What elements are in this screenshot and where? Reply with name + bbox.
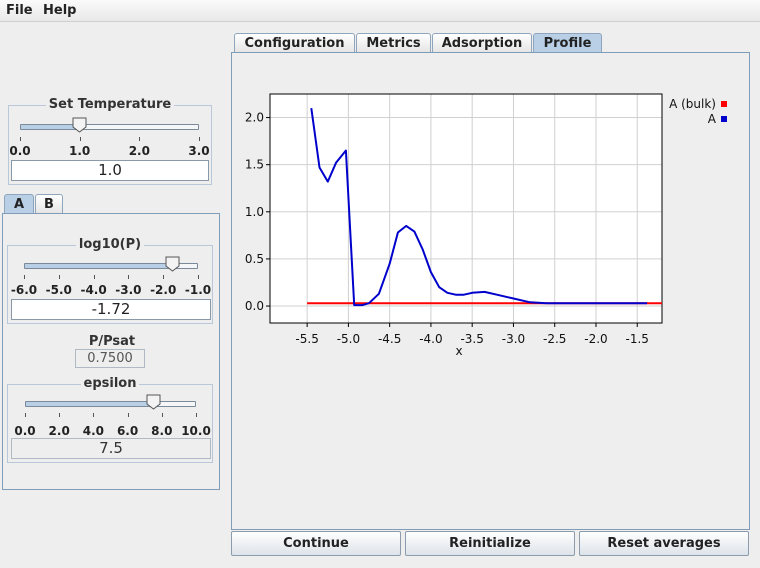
y-tick-label: 0.0 — [245, 299, 264, 313]
log10p-tick — [163, 275, 165, 279]
tab-metrics[interactable]: Metrics — [356, 33, 431, 53]
menu-bar: File Help — [0, 0, 760, 22]
log10p-tick-label: -5.0 — [45, 283, 72, 297]
log10p-tick — [24, 275, 25, 279]
legend-swatch — [721, 101, 727, 107]
x-tick-label: -3.0 — [502, 332, 525, 346]
log10p-tick-labels: -6.0 -5.0 -4.0 -3.0 -2.0 -1.0 — [11, 283, 211, 299]
epsilon-panel: epsilon 0.0 2.0 4.0 6.0 8.0 10.0 7.5 — [7, 376, 213, 463]
tab-profile[interactable]: Profile — [533, 33, 602, 53]
x-axis-label: x — [455, 344, 462, 358]
log10p-tick-label: -3.0 — [115, 283, 142, 297]
temperature-field[interactable]: 1.0 — [11, 160, 209, 181]
epsilon-tick — [93, 413, 95, 417]
menu-help[interactable]: Help — [43, 3, 77, 18]
epsilon-tick-label: 2.0 — [48, 424, 70, 438]
temperature-tick-label: 3.0 — [188, 144, 210, 158]
profile-panel: -5.5 -5.0 -4.5 -4.0 -3.5 -3.0 -2.5 -2.0 -1.5 0.0 0… — [231, 52, 750, 530]
log10p-tick-label: -4.0 — [80, 283, 107, 297]
continue-button[interactable]: Continue — [231, 531, 401, 556]
y-tick-label: 1.5 — [245, 158, 264, 172]
temperature-ticks — [20, 137, 200, 141]
reinitialize-button[interactable]: Reinitialize — [405, 531, 575, 556]
tab-species-a[interactable]: A — [4, 194, 34, 214]
legend-label: A (bulk) — [669, 97, 716, 111]
temperature-tick-labels: 0.0 1.0 2.0 3.0 — [9, 144, 209, 160]
temperature-tick — [139, 137, 141, 141]
ppsat-label: P/Psat — [88, 334, 136, 349]
log10p-tick-label: -6.0 — [10, 283, 38, 297]
temperature-slider-track[interactable] — [20, 124, 199, 130]
x-tick-label: -3.5 — [460, 332, 483, 346]
epsilon-tick — [127, 413, 129, 417]
series-line-a — [310, 107, 648, 307]
y-tick-label: 0.5 — [245, 252, 264, 266]
log10p-field[interactable]: -1.72 — [11, 299, 211, 320]
legend-label: A — [708, 112, 717, 126]
temperature-tick-label: 0.0 — [9, 144, 31, 158]
log10p-ticks — [24, 275, 199, 279]
temperature-slider-thumb[interactable] — [72, 117, 87, 133]
reset-averages-button[interactable]: Reset averages — [579, 531, 749, 556]
x-tick-label: -2.5 — [543, 332, 566, 346]
x-tick-label: -4.5 — [378, 332, 401, 346]
temperature-tick — [79, 137, 81, 141]
log10p-tick — [58, 275, 60, 279]
temperature-tick-label: 2.0 — [128, 144, 150, 158]
temperature-tick-label: 1.0 — [69, 144, 91, 158]
epsilon-tick-label: 8.0 — [151, 424, 173, 438]
tab-configuration[interactable]: Configuration — [234, 33, 355, 53]
plot-area — [270, 94, 662, 323]
epsilon-tick — [59, 413, 61, 417]
epsilon-tick — [25, 413, 26, 417]
epsilon-slider-track[interactable] — [25, 401, 196, 407]
epsilon-tick — [161, 413, 163, 417]
epsilon-tick — [196, 413, 197, 417]
epsilon-tick-labels: 0.0 2.0 4.0 6.0 8.0 10.0 — [14, 424, 210, 440]
temperature-title: Set Temperature — [45, 97, 175, 112]
temperature-tick — [20, 137, 21, 141]
plot-frame — [269, 93, 663, 324]
menu-file[interactable]: File — [6, 3, 33, 18]
epsilon-field: 7.5 — [11, 438, 211, 459]
epsilon-tick-label: 4.0 — [82, 424, 105, 438]
log10p-panel: log10(P) -6.0 -5.0 -4.0 -3.0 -2.0 -1.0 -1.72 — [7, 237, 213, 324]
log10p-tick-label: -2.0 — [150, 283, 177, 297]
x-tick-label: -5.5 — [295, 332, 318, 346]
epsilon-slider-thumb[interactable] — [146, 394, 161, 410]
tab-adsorption[interactable]: Adsorption — [432, 33, 532, 53]
log10p-slider-thumb[interactable] — [165, 256, 180, 272]
log10p-tick — [128, 275, 130, 279]
log10p-tick-label: -1.0 — [184, 283, 212, 297]
y-tick-label: 1.0 — [245, 205, 264, 219]
x-tick-label: -1.5 — [626, 332, 649, 346]
tab-species-b[interactable]: B — [35, 194, 63, 214]
log10p-tick — [93, 275, 95, 279]
epsilon-tick-label: 0.0 — [14, 424, 36, 438]
log10p-title: log10(P) — [75, 237, 145, 252]
species-a-panel: log10(P) -6.0 -5.0 -4.0 -3.0 -2.0 -1.0 -1.72 … — [2, 213, 220, 490]
log10p-slider-track[interactable] — [24, 263, 198, 269]
log10p-tick — [198, 275, 199, 279]
epsilon-tick-label: 6.0 — [116, 424, 139, 438]
x-tick-label: -2.0 — [584, 332, 607, 346]
legend-swatch — [721, 116, 727, 122]
temperature-panel: Set Temperature 0.0 1.0 2.0 3.0 1.0 — [8, 97, 212, 185]
ppsat-field: 0.7500 — [75, 349, 145, 368]
y-tick-label: 2.0 — [245, 111, 264, 125]
epsilon-title: epsilon — [80, 376, 140, 391]
x-tick-label: -5.0 — [337, 332, 360, 346]
epsilon-ticks — [25, 413, 197, 417]
epsilon-tick-label: 10.0 — [181, 424, 211, 438]
x-tick-label: -4.0 — [419, 332, 442, 346]
profile-chart: -5.5 -5.0 -4.5 -4.0 -3.5 -3.0 -2.5 -2.0 -1.5 0.0 0… — [245, 93, 727, 358]
temperature-tick — [199, 137, 200, 141]
